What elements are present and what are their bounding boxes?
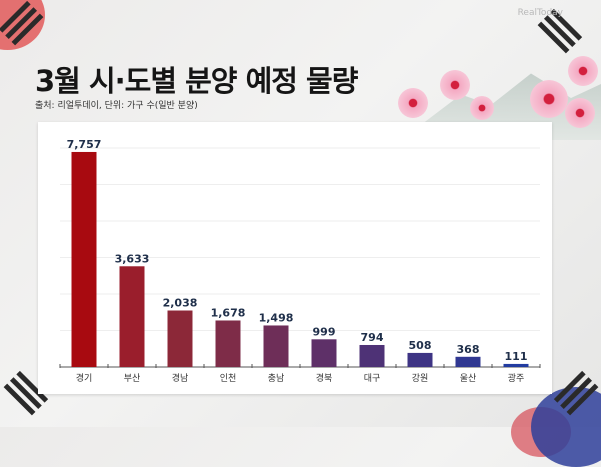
bar-경북 xyxy=(311,339,337,367)
x-tick-label: 광주 xyxy=(508,372,525,384)
data-label: 1,498 xyxy=(259,311,294,324)
data-label: 508 xyxy=(409,339,432,352)
x-tick-label: 충남 xyxy=(268,373,285,384)
bar-광주 xyxy=(503,363,529,367)
bar-부산 xyxy=(119,266,145,367)
bar-경남 xyxy=(167,310,193,367)
source-note: 출처: 리얼투데이, 단위: 가구 수(일반 분양) xyxy=(35,101,198,111)
data-label: 111 xyxy=(505,350,528,363)
bar-대구 xyxy=(359,344,385,367)
x-tick-label: 인천 xyxy=(220,373,237,384)
flower-illustration xyxy=(565,98,595,128)
bar-울산 xyxy=(455,356,481,367)
x-tick-label: 부산 xyxy=(124,373,141,384)
bar-강원 xyxy=(407,352,433,367)
data-label: 2,038 xyxy=(163,297,198,310)
flower-illustration xyxy=(398,88,428,118)
brand-logo: RealToday xyxy=(517,8,563,18)
bar-경기 xyxy=(71,151,97,367)
x-tick-label: 경남 xyxy=(172,372,189,384)
flower-illustration xyxy=(568,56,598,86)
x-tick-label: 경기 xyxy=(76,372,93,384)
flower-illustration xyxy=(470,96,494,120)
x-tick-label: 대구 xyxy=(364,373,381,384)
flower-illustration xyxy=(530,80,568,118)
data-label: 1,678 xyxy=(211,306,246,319)
data-label: 368 xyxy=(457,343,480,356)
flower-illustration xyxy=(440,70,470,100)
data-label: 3,633 xyxy=(115,252,150,265)
bar-인천 xyxy=(215,320,241,367)
data-label: 999 xyxy=(313,325,336,338)
bar-충남 xyxy=(263,325,289,367)
x-tick-label: 울산 xyxy=(460,373,477,384)
bar-chart: 7,757 경기 3,633 부산 2,038 경남 1,678 인천 1,498 충남 999 경북… xyxy=(59,138,541,384)
x-tick-label: 경북 xyxy=(316,372,333,384)
data-label: 794 xyxy=(361,331,384,344)
page-title: 3월 시·도별 분양 예정 물량 xyxy=(35,64,358,98)
x-tick-label: 강원 xyxy=(412,373,429,384)
data-label: 7,757 xyxy=(67,138,102,151)
